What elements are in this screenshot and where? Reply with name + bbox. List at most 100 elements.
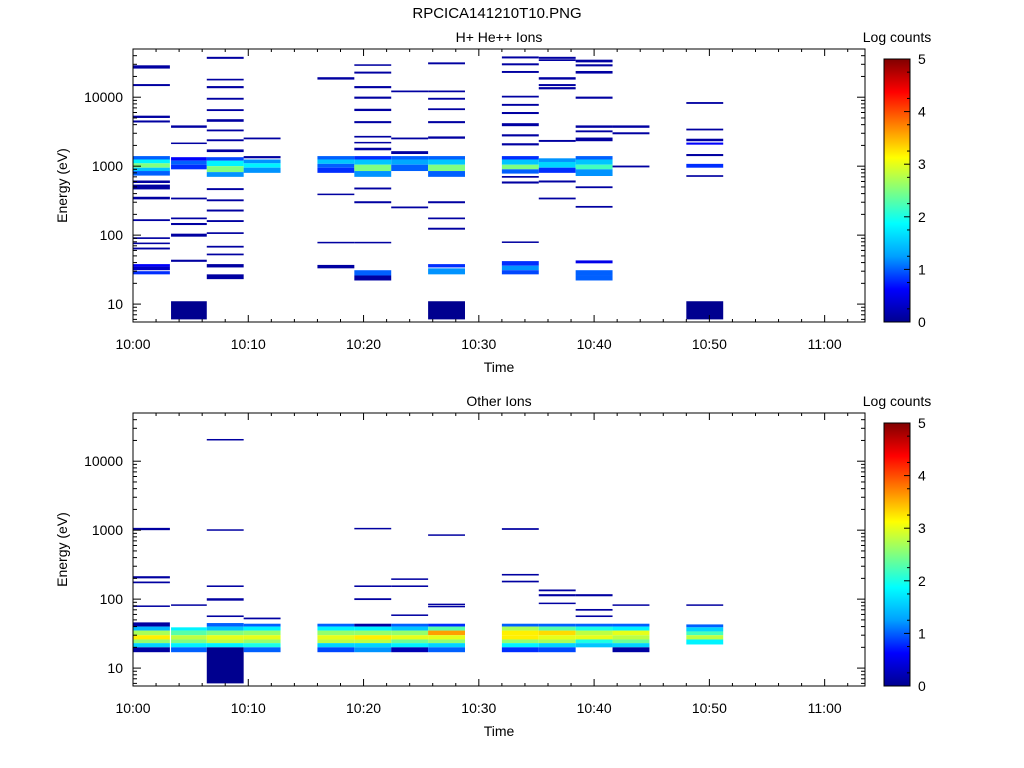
heatmap-cell	[354, 647, 392, 653]
heatmap-cell	[317, 77, 355, 80]
heatmap-cell	[243, 635, 281, 640]
heatmap-cell	[501, 270, 539, 275]
heatmap-cell	[428, 630, 465, 636]
heatmap-cell	[206, 166, 244, 173]
heatmap-cell	[206, 647, 244, 684]
panel-2: 10:00 10:10 10:20 10:30 10:40 10:50 11:0010100…	[54, 393, 931, 739]
heatmap-cell	[354, 135, 392, 138]
heatmap-cell	[354, 164, 392, 172]
heatmap-cell	[612, 643, 650, 648]
heatmap-cell	[243, 159, 281, 164]
page-title: RPCICA141210T10.PNG	[412, 5, 582, 22]
heatmap-cell	[317, 635, 355, 640]
heatmap-cell	[171, 164, 207, 170]
heatmap-cell	[391, 630, 429, 636]
heatmap-cell	[171, 627, 207, 631]
heatmap-cell	[501, 639, 539, 644]
heatmap-cell	[243, 623, 281, 627]
colorbar-tick-label: 0	[918, 314, 926, 330]
heatmap-cell	[317, 630, 355, 636]
heatmap-cell	[317, 264, 355, 269]
heatmap-cell	[428, 603, 465, 606]
heatmap-cell	[391, 164, 429, 172]
heatmap-cell	[612, 604, 650, 606]
x-axis-label: Time	[484, 359, 515, 375]
heatmap-cell	[171, 197, 207, 200]
x-tick-label: 10:50	[692, 700, 727, 716]
heatmap-cell	[538, 647, 576, 653]
heatmap-cell	[428, 647, 465, 653]
colorbar-tick-label: 1	[918, 261, 926, 277]
heatmap-cell	[206, 209, 244, 212]
heatmap-cell	[538, 161, 576, 168]
x-tick-label: 10:10	[231, 336, 266, 352]
heatmap-cell	[317, 643, 355, 648]
heatmap-cell	[206, 160, 244, 167]
heatmap-cell	[206, 635, 244, 640]
heatmap-cell	[243, 630, 281, 636]
x-tick-label: 10:30	[461, 700, 496, 716]
panel-1: 10:00 10:10 10:20 10:30 10:40 10:50 11:0010100…	[54, 29, 931, 375]
heatmap-cell	[575, 639, 613, 644]
heatmap-cell	[391, 626, 429, 631]
heatmap-cell	[428, 623, 465, 627]
heatmap-cell	[206, 529, 244, 531]
heatmap-cell	[354, 275, 392, 281]
heatmap-cell	[575, 275, 613, 281]
heatmap-cell	[501, 159, 539, 165]
heatmap-cell	[133, 167, 170, 172]
heatmap-cell	[206, 232, 244, 234]
heatmap-cell	[501, 580, 539, 583]
x-tick-label: 10:50	[692, 336, 727, 352]
heatmap-cell	[133, 65, 170, 69]
heatmap-cell	[501, 95, 539, 98]
x-tick-label: 10:00	[115, 700, 150, 716]
heatmap-cell	[391, 159, 429, 165]
heatmap-cell	[133, 84, 170, 87]
x-tick-label: 10:20	[346, 700, 381, 716]
heatmap-cell	[612, 132, 650, 135]
heatmap-cell	[538, 602, 576, 605]
heatmap-cell	[686, 138, 724, 142]
heatmap-cell	[354, 635, 392, 640]
heatmap-cell	[538, 594, 576, 597]
heatmap-cell	[428, 159, 465, 165]
heatmap-cell	[575, 615, 613, 618]
heatmap-cell	[501, 56, 539, 59]
heatmap-cell	[538, 158, 576, 162]
heatmap-cell	[538, 626, 576, 631]
heatmap-cell	[428, 62, 465, 65]
heatmap-cell	[575, 186, 613, 189]
heatmap-cell	[428, 108, 465, 111]
y-axis-label: Energy (eV)	[54, 512, 70, 587]
heatmap-cell	[133, 242, 170, 245]
heatmap-cell	[354, 71, 392, 74]
heatmap-cell	[686, 142, 724, 145]
colorbar-tick-label: 2	[918, 573, 926, 589]
heatmap-cell	[428, 121, 465, 124]
heatmap-cell	[428, 643, 465, 648]
heatmap-cell	[354, 108, 392, 112]
heatmap-cell	[575, 96, 613, 99]
x-tick-label: 10:30	[461, 336, 496, 352]
heatmap-cell	[391, 639, 429, 644]
heatmap-cell	[354, 201, 392, 204]
heatmap-cell	[133, 219, 170, 222]
heatmap-cell	[206, 149, 244, 153]
y-tick-label: 1000	[92, 522, 123, 538]
heatmap-cell	[501, 134, 539, 137]
heatmap-cell	[354, 630, 392, 636]
heatmap-cell	[354, 64, 392, 66]
plot-frame	[132, 48, 866, 323]
heatmap-cell	[501, 623, 539, 627]
heatmap-cell	[612, 623, 650, 627]
heatmap-cell	[575, 630, 613, 636]
heatmap-cell	[575, 594, 613, 597]
colorbar-tick-label: 3	[918, 156, 926, 172]
heatmap-cell	[428, 201, 465, 204]
x-tick-label: 10:20	[346, 336, 381, 352]
heatmap-cell	[354, 147, 392, 151]
heatmap-cell	[501, 164, 539, 170]
colorbar-tick-label: 0	[918, 678, 926, 694]
heatmap-cell	[206, 139, 244, 142]
